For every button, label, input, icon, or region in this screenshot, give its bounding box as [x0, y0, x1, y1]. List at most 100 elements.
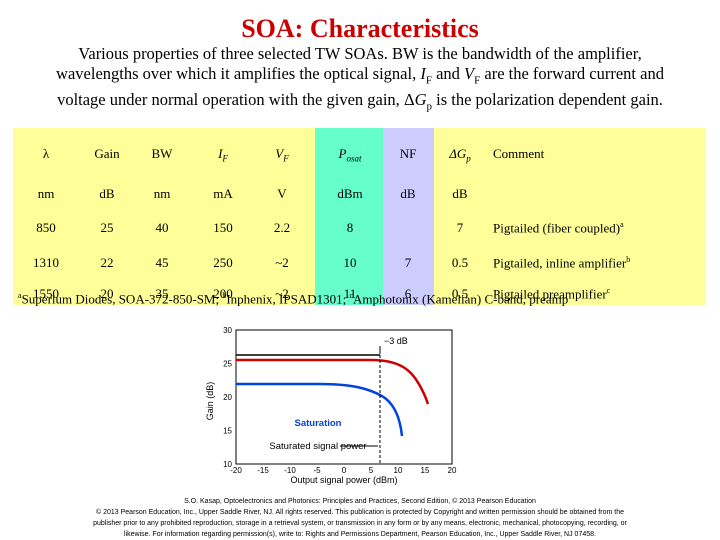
blue-gain-curve [236, 382, 404, 437]
footnote: aSuperlum Diodes, SOA-372-850-SM; bInphe… [18, 291, 568, 307]
symbol-delta: Δ [403, 90, 415, 110]
x-tick-label: 15 [421, 466, 430, 475]
header-cell: IF [198, 146, 248, 164]
footnote-text: Superlum Diodes, SOA-372-850-SM; [21, 291, 223, 307]
description-text: and [431, 64, 465, 83]
footnote-text: Amphotonix (Kamelian) C-band, preamp [353, 291, 569, 307]
unit-cell: nm [153, 186, 171, 201]
table-cell: ~2 [275, 286, 289, 301]
header-cell: λ [18, 146, 74, 162]
table-cell: 10 [343, 255, 357, 270]
table-cell: 1310 [33, 255, 59, 270]
footnote-marker: c [606, 286, 611, 295]
header-cell: Comment [493, 146, 703, 162]
unit-cell: mA [213, 186, 233, 201]
unit-cell: dBm [337, 186, 363, 201]
description-line-1: Various properties of three selected TW … [78, 44, 642, 63]
saturation-label: Saturation [295, 418, 342, 429]
plot-frame [235, 329, 453, 465]
comment-cell: Pigtailed (fiber coupled)a [493, 220, 703, 236]
table-cell: 1550 [33, 286, 59, 301]
unit-cell: nm [37, 186, 55, 201]
x-tick-label: 0 [342, 466, 347, 475]
table-cell: 6 [404, 286, 412, 301]
header-symbol: λ [42, 146, 50, 161]
footnote-marker: a [18, 291, 22, 300]
table-cell: 150 [213, 220, 233, 235]
credits-line-2: © 2013 Pearson Education, Inc., Upper Sa… [96, 509, 624, 516]
nf-column-highlight [383, 128, 434, 305]
comment-text: Pigtailed (fiber coupled) [493, 220, 621, 236]
table-cell: 250 [213, 255, 233, 270]
header-symbol: BW [151, 146, 173, 161]
header-subscript: F [283, 153, 289, 164]
saturated-power-label: Saturated signal power [269, 441, 366, 452]
y-tick-label: 10 [223, 460, 232, 469]
table-cell: 20 [100, 286, 114, 301]
unit-cell: dB [400, 186, 416, 201]
footnote-marker: a [620, 220, 624, 229]
footnote-marker: b [626, 255, 631, 264]
symbol-sub: F [474, 74, 481, 87]
x-tick-label: 5 [369, 466, 374, 475]
table-cell: 11 [343, 286, 357, 301]
symbol-vf: V [464, 64, 475, 83]
footnote-marker: c [349, 291, 354, 300]
table-cell: 850 [36, 220, 56, 235]
credits: S.O. Kasap, Optoelectronics and Photonic… [20, 496, 700, 540]
comment-text: Pigtailed, inline amplifier [493, 255, 627, 271]
table-cell: 45 [155, 255, 169, 270]
header-symbol: Gain [94, 146, 120, 161]
comment-text: Pigtailed preamplifier [493, 286, 607, 302]
header-symbol: Comment [493, 146, 545, 161]
table-cell: 8 [346, 220, 354, 235]
credits-line-3: publisher prior to any prohibited reprod… [93, 520, 627, 527]
description: Various properties of three selected TW … [20, 44, 700, 117]
header-cell: ΔGp [436, 146, 484, 164]
footnote-marker: b [222, 291, 227, 300]
table-cell: ~2 [275, 255, 289, 270]
header-subscript: F [222, 153, 228, 164]
page-title: SOA: Characteristics [241, 14, 479, 43]
table-cell: 0.5 [451, 286, 469, 301]
x-tick-label: 20 [448, 466, 457, 475]
symbol-if: I [420, 64, 426, 83]
y-tick-labels: 30 25 20 15 10 [223, 326, 232, 469]
x-tick-labels: -20 -15 -10 -5 0 5 10 15 20 [230, 466, 457, 475]
header-symbol: I [218, 146, 223, 161]
description-text: wavelengths over which it amplifies the … [56, 64, 421, 83]
x-tick-label: -15 [257, 466, 269, 475]
gain-saturation-figure: 30 25 20 15 10 -20 -15 -10 -5 0 5 10 15 20 Gain (dB)… [205, 326, 457, 485]
symbol-sub: F [425, 74, 432, 87]
psat-column-highlight [315, 128, 383, 305]
y-tick-label: 15 [223, 427, 232, 436]
table-cell: 200 [213, 286, 233, 301]
x-tick-label: -20 [230, 466, 242, 475]
y-tick-label: 30 [223, 326, 232, 335]
red-gain-curve [236, 358, 430, 405]
x-tick-label: -5 [313, 466, 321, 475]
header-cell: VF [257, 146, 307, 164]
header-symbol: NF [399, 146, 417, 161]
description-text: is the polarization dependent gain. [431, 90, 663, 110]
y-axis-label: Gain (dB) [205, 382, 215, 421]
table-cell: 25 [100, 220, 114, 235]
y-tick-label: 20 [223, 393, 232, 402]
description-text: voltage under normal operation with the … [57, 90, 404, 110]
table-cell: 40 [155, 220, 169, 235]
description-text: are the forward current and [480, 64, 664, 83]
table-cell: 7 [456, 220, 464, 235]
description-line-3: voltage under normal operation with the … [20, 90, 700, 116]
credits-line-1: S.O. Kasap, Optoelectronics and Photonic… [184, 498, 536, 505]
header-subscript: osat [346, 153, 362, 164]
x-tick-label: 10 [394, 466, 403, 475]
symbol-g: G [414, 90, 427, 110]
header-symbol: ΔG [449, 146, 467, 161]
symbol-sub: p [426, 100, 432, 113]
header-cell: BW [137, 146, 187, 162]
unit-cell: V [277, 186, 287, 201]
unit-cell: dB [452, 186, 468, 201]
header-cell: Posat [318, 146, 382, 164]
table-cell: 7 [404, 255, 412, 270]
table-cell: 0.5 [451, 255, 469, 270]
